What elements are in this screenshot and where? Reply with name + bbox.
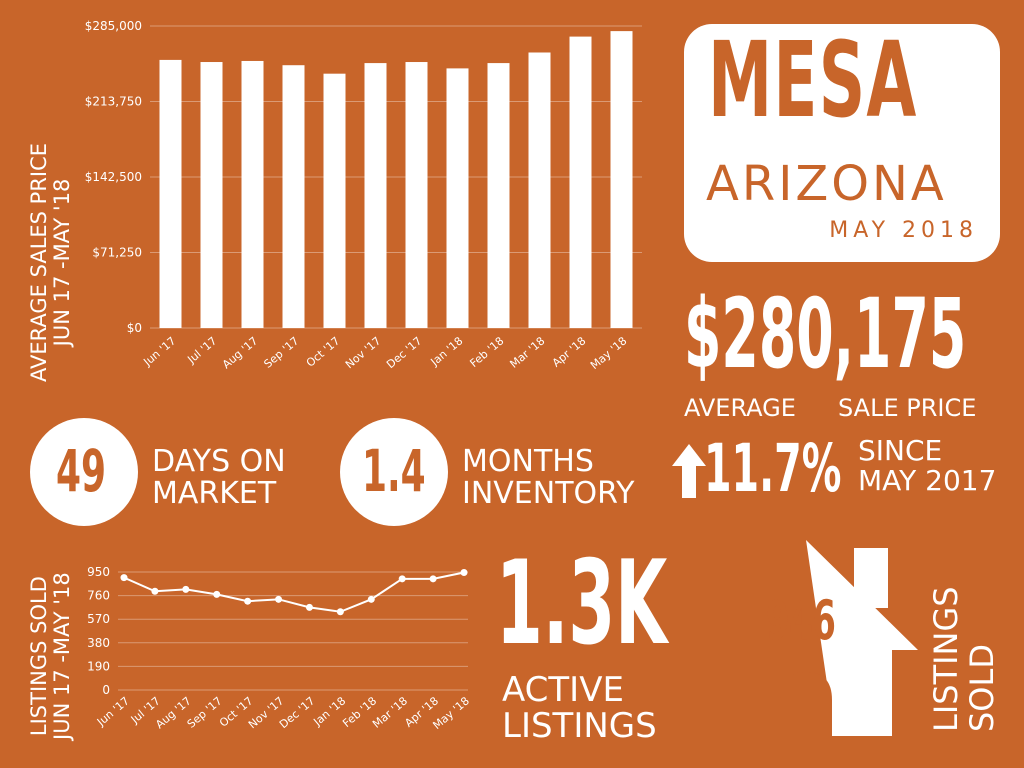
title-card: MESA ARIZONA MAY 2018 — [684, 24, 1000, 262]
avg-price-value: $280,175 — [684, 278, 967, 390]
line-chart-point — [244, 597, 252, 605]
active-listings-label-1: ACTIVE — [502, 670, 624, 710]
house-icon — [780, 540, 918, 736]
bar-chart-x-tick: Oct '17 — [304, 334, 343, 369]
listings-sold-value: 946 — [766, 589, 836, 652]
line-chart-point — [120, 574, 128, 582]
bar-chart-ylabel: AVERAGE SALES PRICE JUN 17 -MAY '18 — [27, 142, 74, 382]
report-date: MAY 2018 — [829, 218, 978, 243]
bar-chart-x-tick: Sep '17 — [261, 334, 301, 370]
bar-chart-x-tick: Feb '18 — [467, 334, 506, 370]
bar-chart-bar — [159, 59, 182, 328]
bar-chart-y-tick: $0 — [127, 321, 142, 335]
line-chart-series-line — [123, 571, 465, 613]
months-inventory-circle: 1.4 — [340, 418, 448, 526]
bar-chart-x-tick: May '18 — [588, 334, 629, 372]
line-chart-x-tick: Sep '17 — [185, 694, 225, 730]
bar-chart-bar — [405, 62, 428, 328]
line-chart-point — [182, 585, 190, 593]
active-listings-value: 1.3K — [496, 536, 668, 671]
line-chart-point — [151, 587, 159, 595]
up-arrow-icon — [672, 444, 706, 498]
avg-price-label-1: AVERAGE — [684, 394, 796, 422]
line-chart-y-tick: 380 — [87, 636, 110, 650]
avg-price-bar-chart: $0 $71,250 $142,500 $213,750 $285,000 Jun '17… — [85, 19, 642, 372]
line-chart-point — [336, 608, 344, 616]
active-listings-label: ACTIVE LISTINGS — [502, 672, 657, 744]
bar-chart-bar — [528, 52, 551, 329]
price-change-label-2: MAY 2017 — [858, 464, 997, 497]
days-on-market-label-1: DAYS ON — [152, 444, 286, 479]
line-chart-x-tick: Dec '17 — [277, 694, 317, 731]
bar-chart-y-tick: $142,500 — [85, 170, 142, 184]
bar-chart-x-tick: Nov '17 — [343, 334, 384, 371]
listings-sold-label-2: SOLD — [963, 644, 1001, 732]
bar-chart-bar — [241, 60, 264, 329]
months-inventory-label-2: INVENTORY — [462, 476, 635, 511]
bar-chart-y-tick: $213,750 — [85, 95, 142, 109]
bar-chart-x-tick: Dec '17 — [384, 334, 424, 371]
active-listings-label-2: LISTINGS — [502, 706, 657, 746]
line-chart-y-tick: 0 — [102, 683, 110, 697]
line-chart-y-tick: 570 — [87, 612, 110, 626]
bar-chart-bar — [200, 62, 223, 328]
bar-chart-x-tick: Jun '17 — [140, 334, 178, 369]
line-chart-y-tick: 950 — [87, 565, 110, 579]
bar-chart-bar — [364, 63, 387, 329]
bar-chart-x-tick: Apr '18 — [550, 334, 589, 369]
line-chart-point — [275, 595, 283, 603]
bar-chart-bar — [446, 68, 469, 329]
months-inventory-label: MONTHS INVENTORY — [462, 446, 634, 510]
line-chart-point — [367, 595, 375, 603]
bar-chart-y-tick: $285,000 — [85, 19, 142, 33]
line-chart-point — [460, 568, 468, 576]
line-chart-ylabel: LISTINGS SOLD JUN 17 -MAY '18 — [27, 572, 74, 740]
line-chart-y-tick: 760 — [87, 589, 110, 603]
bar-chart-y-tick: $71,250 — [92, 246, 142, 260]
bar-chart-bar — [323, 73, 346, 329]
bar-chart-bar — [487, 63, 510, 329]
city-title: MESA — [708, 24, 918, 141]
bar-chart-ylabel-line-1: AVERAGE SALES PRICE — [27, 142, 51, 382]
avg-price-label-2: SALE PRICE — [838, 394, 977, 422]
months-inventory-value: 1.4 — [362, 437, 426, 505]
line-chart-x-tick: Jun '17 — [94, 694, 132, 729]
line-chart-point — [305, 603, 313, 611]
bar-chart-x-tick: Aug '17 — [220, 334, 261, 371]
days-on-market-value: 49 — [56, 437, 107, 505]
bar-chart-bar — [282, 65, 305, 328]
bar-chart-bar — [569, 36, 592, 328]
days-on-market-label: DAYS ON MARKET — [152, 446, 286, 510]
line-chart-ylabel-line-1: LISTINGS SOLD — [27, 576, 51, 737]
state-title: ARIZONA — [706, 156, 947, 212]
price-change-label-1: SINCE — [858, 434, 943, 467]
line-chart-point — [429, 575, 437, 583]
bar-chart-bar — [610, 31, 633, 329]
months-inventory-label-1: MONTHS — [462, 444, 594, 479]
line-chart-x-tick: Mar '18 — [370, 694, 410, 730]
line-chart-y-tick: 190 — [87, 659, 110, 673]
listings-sold-label-1: LISTINGS — [927, 586, 965, 732]
price-change-value: 11.7% — [704, 430, 842, 507]
bar-chart-x-tick: Jul '17 — [184, 334, 219, 366]
line-chart-ylabel-line-2: JUN 17 -MAY '18 — [50, 572, 74, 740]
days-on-market-circle: 49 — [30, 418, 138, 526]
days-on-market-label-2: MARKET — [152, 476, 277, 511]
line-chart-point — [213, 590, 221, 598]
bar-chart-x-tick: Mar '18 — [507, 334, 547, 370]
bar-chart-ylabel-line-2: JUN 17 -MAY '18 — [50, 178, 74, 347]
line-chart-point — [398, 575, 406, 583]
bar-chart-x-tick: Jan '18 — [428, 334, 466, 369]
price-change-label: SINCE MAY 2017 — [858, 436, 996, 496]
listings-sold-label: LISTINGS SOLD — [927, 586, 1001, 732]
